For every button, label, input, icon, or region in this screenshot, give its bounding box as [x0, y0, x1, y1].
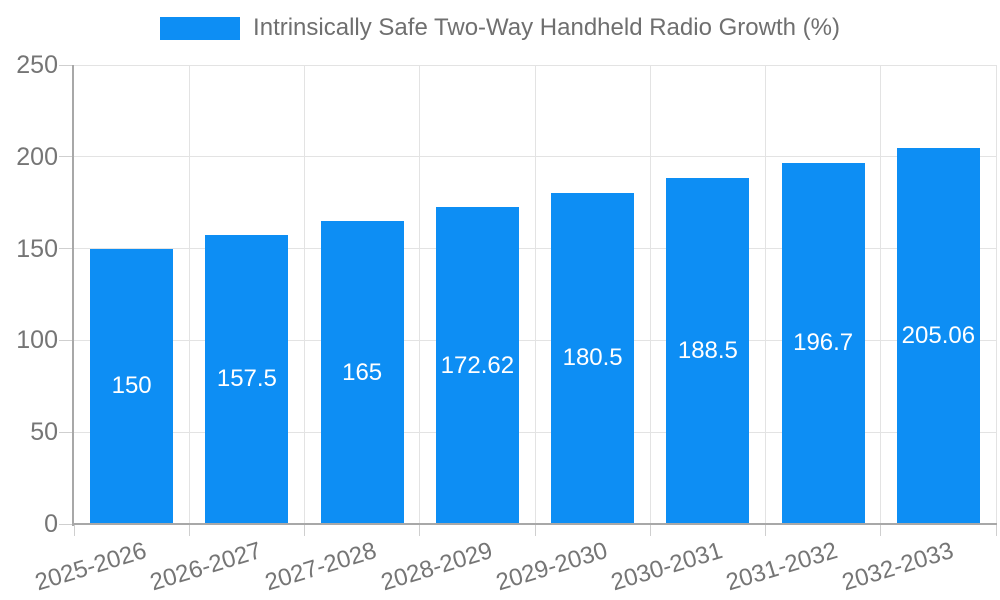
bar[interactable]: 157.5 [205, 234, 289, 524]
x-tick [995, 525, 997, 536]
x-axis-line [72, 523, 997, 525]
v-gridline [995, 65, 997, 524]
v-gridline [765, 65, 766, 524]
bar-value-label: 165 [342, 358, 383, 386]
bar-value-label: 172.62 [440, 351, 515, 379]
bar-value-label: 157.5 [216, 365, 277, 393]
x-tick [880, 525, 882, 536]
bar-value-label: 150 [111, 372, 152, 400]
bar-value-label: 196.7 [793, 329, 854, 357]
y-tick [59, 156, 74, 158]
v-gridline [419, 65, 421, 524]
y-axis-label: 150 [16, 234, 58, 263]
bar[interactable]: 172.62 [435, 207, 519, 524]
x-tick [304, 525, 305, 536]
bar[interactable]: 205.06 [896, 147, 980, 524]
y-tick [59, 64, 74, 66]
bar-value-label: 205.06 [901, 321, 976, 349]
y-axis-label: 200 [16, 142, 58, 171]
x-axis-label: 2026-2027 [147, 537, 265, 597]
bar[interactable]: 165 [320, 221, 404, 524]
v-gridline [880, 65, 882, 524]
x-axis-label: 2031-2032 [723, 537, 842, 597]
x-axis-label: 2029-2030 [492, 537, 611, 597]
legend-label: Intrinsically Safe Two-Way Handheld Radi… [253, 14, 840, 41]
x-axis-label: 2030-2031 [608, 537, 726, 597]
x-tick [649, 525, 651, 536]
x-axis-label: 2032-2033 [838, 537, 957, 597]
y-axis-label: 100 [16, 326, 58, 355]
x-tick [419, 525, 421, 536]
bar-value-label: 180.5 [562, 344, 623, 372]
v-gridline [304, 65, 305, 524]
x-tick [765, 525, 766, 536]
y-tick [59, 523, 74, 525]
y-axis-line [72, 65, 74, 526]
bar[interactable]: 196.7 [781, 162, 865, 524]
y-tick [59, 431, 74, 433]
bar[interactable]: 150 [90, 248, 174, 524]
x-axis-label: 2025-2026 [31, 537, 150, 597]
bar-value-label: 188.5 [677, 336, 738, 364]
bar[interactable]: 180.5 [551, 192, 635, 524]
legend[interactable]: Intrinsically Safe Two-Way Handheld Radi… [0, 14, 1000, 42]
x-tick [534, 525, 536, 536]
x-tick [188, 525, 190, 536]
x-tick [73, 525, 75, 536]
x-axis-label: 2028-2029 [377, 537, 496, 597]
y-tick [59, 248, 74, 250]
bar[interactable]: 188.5 [666, 177, 750, 524]
legend-swatch [160, 16, 241, 40]
v-gridline [188, 65, 190, 524]
x-axis-label: 2027-2028 [262, 537, 381, 597]
y-axis-label: 0 [44, 510, 58, 538]
v-gridline [649, 65, 651, 524]
y-axis-label: 50 [30, 418, 58, 447]
y-axis-label: 250 [16, 51, 58, 79]
v-gridline [534, 65, 536, 524]
y-tick [59, 339, 74, 341]
